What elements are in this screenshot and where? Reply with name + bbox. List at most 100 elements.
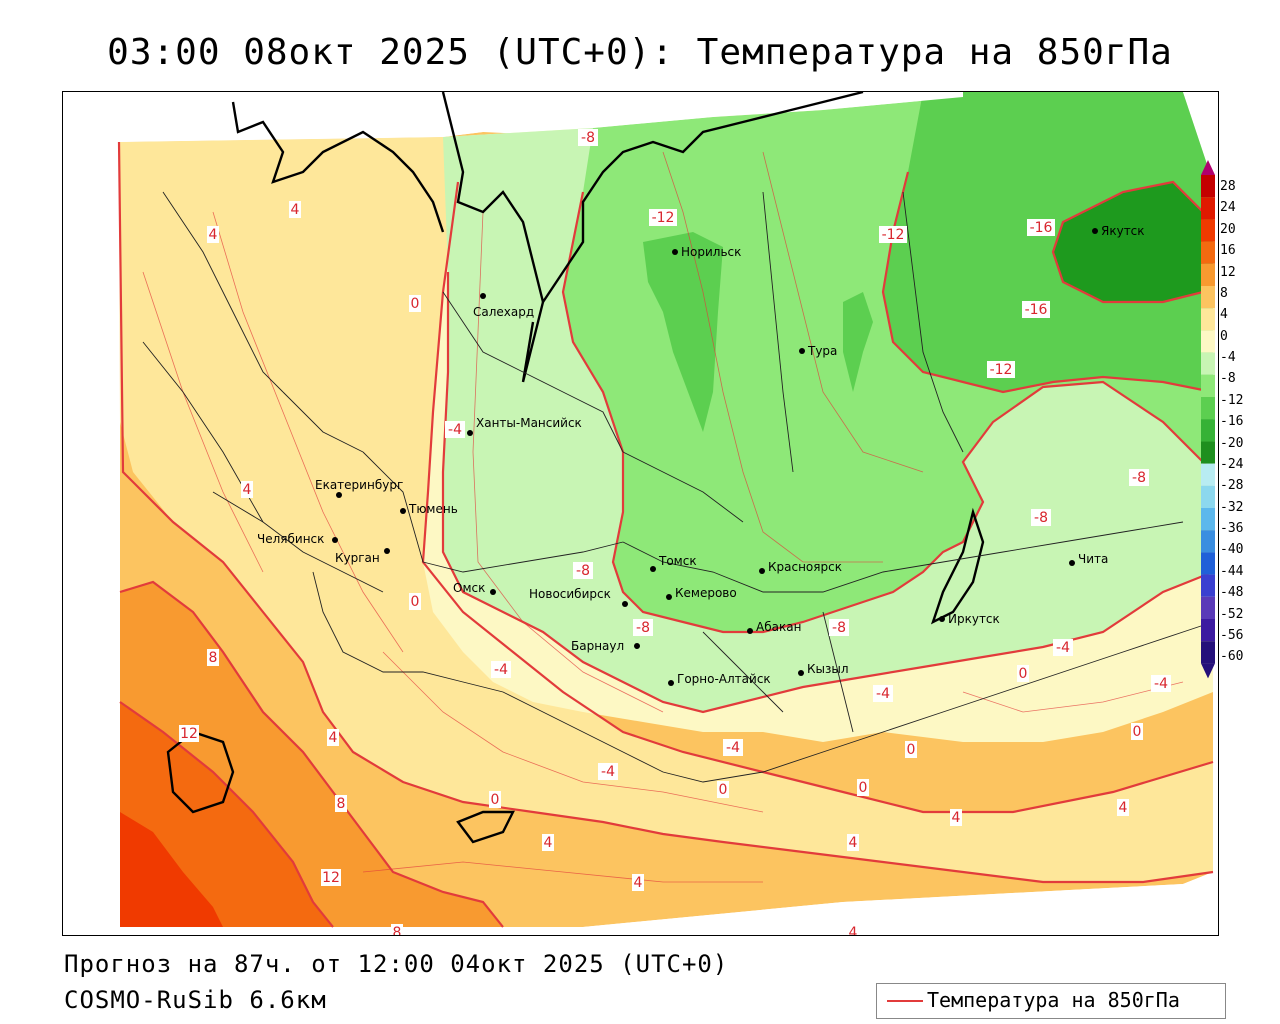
isotherm-label: -4 bbox=[1151, 675, 1171, 692]
isotherm-label: 0 bbox=[1131, 723, 1143, 740]
isotherm-label: 0 bbox=[717, 781, 729, 798]
scale-tick-label: -8 bbox=[1220, 371, 1236, 387]
isotherm-label: 12 bbox=[321, 869, 341, 886]
legend-line-swatch bbox=[887, 1000, 923, 1002]
isotherm-label: 0 bbox=[857, 779, 869, 796]
zone-minus16-to-minus12 bbox=[883, 92, 1213, 392]
scale-tick-label: -24 bbox=[1220, 456, 1244, 472]
svg-text:-8: -8 bbox=[1132, 470, 1146, 486]
isotherm-label: 0 bbox=[905, 741, 917, 758]
svg-text:4: 4 bbox=[849, 925, 858, 935]
city-omsk: Омск bbox=[453, 581, 496, 595]
svg-text:Горно-Алтайск: Горно-Алтайск bbox=[677, 672, 771, 686]
scale-swatch bbox=[1201, 352, 1215, 375]
svg-text:Кемерово: Кемерово bbox=[675, 586, 737, 600]
isotherm-label: 0 bbox=[1017, 665, 1029, 682]
scale-tick-label: -16 bbox=[1220, 414, 1244, 430]
svg-text:12: 12 bbox=[322, 870, 340, 886]
city-chita: Чита bbox=[1069, 552, 1108, 566]
isotherm-label: 4 bbox=[542, 834, 554, 851]
scale-tick-label: -4 bbox=[1220, 350, 1236, 366]
scale-swatch bbox=[1201, 175, 1215, 198]
minor-isotherms bbox=[142, 151, 1184, 883]
svg-text:-4: -4 bbox=[1154, 676, 1168, 692]
scale-swatch bbox=[1201, 641, 1215, 664]
city-tomsk: Томск bbox=[650, 554, 697, 572]
isotherm-label: 0 bbox=[409, 593, 421, 610]
svg-text:-16: -16 bbox=[1025, 302, 1048, 318]
svg-text:0: 0 bbox=[1133, 724, 1142, 740]
city-krasnoyarsk: Красноярск bbox=[759, 560, 842, 574]
svg-text:-4: -4 bbox=[726, 740, 740, 756]
scale-tick-label: -32 bbox=[1220, 499, 1244, 515]
svg-text:8: 8 bbox=[337, 796, 346, 812]
svg-text:-4: -4 bbox=[448, 422, 462, 438]
svg-text:Кызыл: Кызыл bbox=[807, 662, 849, 676]
svg-text:4: 4 bbox=[952, 810, 961, 826]
isotherm-label: -8 bbox=[829, 619, 849, 636]
svg-text:4: 4 bbox=[544, 835, 553, 851]
isotherm-label: -4 bbox=[1053, 639, 1073, 656]
scale-tick-label: -48 bbox=[1220, 585, 1244, 601]
city-yakutsk: Якутск bbox=[1092, 224, 1145, 238]
city-barnaul: Барнаул bbox=[571, 639, 640, 653]
scale-tick-label: -28 bbox=[1220, 478, 1244, 494]
scale-tick-label: 28 bbox=[1220, 179, 1236, 194]
svg-text:4: 4 bbox=[209, 227, 218, 243]
scale-tick-label: 20 bbox=[1220, 221, 1236, 237]
scale-swatch bbox=[1201, 286, 1215, 309]
isotherm-label: 4 bbox=[327, 729, 339, 746]
svg-text:-8: -8 bbox=[581, 130, 595, 146]
svg-text:-8: -8 bbox=[576, 563, 590, 579]
svg-text:-8: -8 bbox=[636, 620, 650, 636]
svg-text:-4: -4 bbox=[876, 686, 890, 702]
isotherm-label: -8 bbox=[578, 129, 598, 146]
svg-text:Новосибирск: Новосибирск bbox=[529, 587, 611, 601]
zone-tura-cold bbox=[843, 292, 873, 392]
city-chelyabinsk: Челябинск bbox=[257, 532, 338, 546]
forecast-info: Прогноз на 87ч. от 12:00 04окт 2025 (UTC… bbox=[64, 950, 729, 978]
color-scale-bar bbox=[1201, 160, 1215, 679]
scale-tick-label: 8 bbox=[1220, 285, 1228, 301]
outside-domain-left bbox=[63, 92, 120, 935]
svg-text:Барнаул: Барнаул bbox=[571, 639, 624, 653]
scale-swatch bbox=[1201, 596, 1215, 619]
city-markers: Салехард Норильск Якутск Тура Ханты-Манс… bbox=[257, 224, 1145, 686]
scale-tick-label: -12 bbox=[1220, 392, 1244, 408]
scale-swatch bbox=[1201, 197, 1215, 220]
isotherm-label: 8 bbox=[335, 795, 347, 812]
svg-text:Омск: Омск bbox=[453, 581, 485, 595]
isotherm-label: -8 bbox=[1031, 509, 1051, 526]
scale-top-arrow bbox=[1201, 160, 1215, 175]
scale-swatch bbox=[1201, 552, 1215, 575]
scale-tick-label: 16 bbox=[1220, 243, 1236, 259]
map-canvas: Салехард Норильск Якутск Тура Ханты-Манс… bbox=[63, 92, 1218, 935]
svg-text:0: 0 bbox=[719, 782, 728, 798]
isotherm-label: -8 bbox=[1129, 469, 1149, 486]
legend-label: Температура на 850гПа bbox=[927, 988, 1180, 1012]
zone-minus20-to-minus16 bbox=[1053, 182, 1203, 302]
svg-text:0: 0 bbox=[859, 780, 868, 796]
isotherm-label: 8 bbox=[391, 924, 403, 935]
svg-text:0: 0 bbox=[491, 792, 500, 808]
city-tyumen: Тюмень bbox=[400, 502, 458, 516]
isotherm-label: 4 bbox=[847, 924, 859, 935]
isotherm-label: -12 bbox=[987, 361, 1015, 378]
isotherm-label: -12 bbox=[649, 209, 677, 226]
svg-text:Челябинск: Челябинск bbox=[257, 532, 324, 546]
model-info: COSMO-RuSib 6.6км bbox=[64, 986, 327, 1014]
svg-text:0: 0 bbox=[907, 742, 916, 758]
isotherm-labels: -8 -12 -12 -16 -16 -12 -8 -8 -8 -8 -8 -4 -4 -4 -4 -4 -4 -… bbox=[179, 129, 1171, 935]
color-scale: 28 24 20 16 12 8 4 0 -4 -8 -12 -16 -20 -24 -28 -32 -36 -4… bbox=[1200, 160, 1280, 690]
svg-text:Тюмень: Тюмень bbox=[408, 502, 458, 516]
svg-text:0: 0 bbox=[1019, 666, 1028, 682]
svg-text:Салехард: Салехард bbox=[473, 305, 534, 319]
temperature-map[interactable]: Салехард Норильск Якутск Тура Ханты-Манс… bbox=[62, 91, 1219, 936]
scale-swatch bbox=[1201, 308, 1215, 331]
svg-text:0: 0 bbox=[411, 296, 420, 312]
city-abakan: Абакан bbox=[747, 620, 801, 634]
isotherm-label: 4 bbox=[207, 226, 219, 243]
isotherm-label: 4 bbox=[632, 874, 644, 891]
scale-tick-label: -56 bbox=[1220, 627, 1244, 643]
scale-swatch bbox=[1201, 241, 1215, 264]
